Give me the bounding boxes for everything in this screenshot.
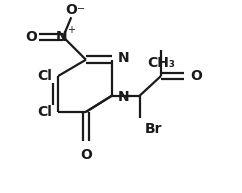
Text: Cl: Cl	[38, 69, 53, 83]
Text: CH₃: CH₃	[147, 56, 175, 70]
Text: O: O	[25, 30, 37, 44]
Text: O: O	[190, 69, 202, 83]
Text: +: +	[67, 25, 75, 35]
Text: −: −	[77, 4, 85, 14]
Text: O: O	[80, 148, 92, 162]
Text: Br: Br	[145, 122, 162, 136]
Text: N: N	[118, 51, 129, 65]
Text: N: N	[118, 90, 129, 104]
Text: N: N	[56, 30, 67, 44]
Text: O: O	[65, 3, 77, 17]
Text: Cl: Cl	[38, 105, 53, 119]
